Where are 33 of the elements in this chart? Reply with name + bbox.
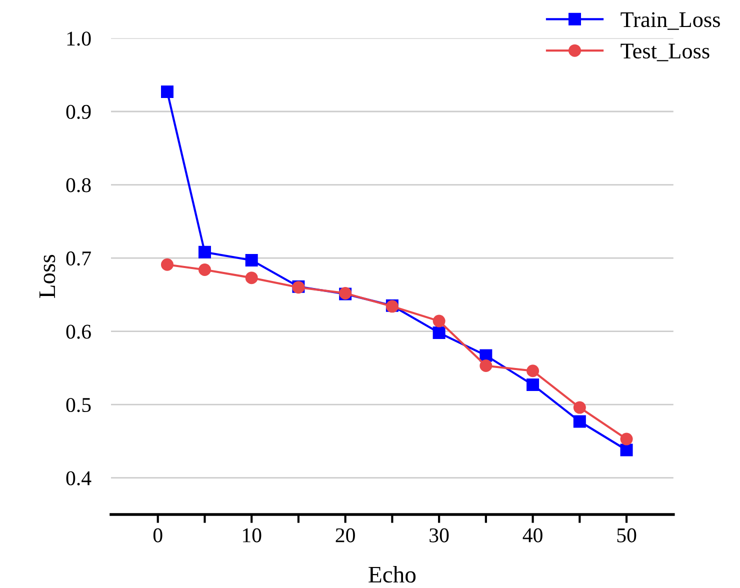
x-tick-label: 40 (522, 528, 542, 542)
point (573, 415, 586, 428)
x-tick-label: 50 (617, 528, 636, 542)
point (160, 258, 174, 271)
point (480, 349, 492, 362)
point (198, 264, 211, 276)
x-tick-label: 30 (430, 528, 449, 542)
point (480, 360, 492, 372)
legend-label: Train_Loss (620, 12, 720, 30)
point (432, 314, 446, 328)
y-tick-label: 0.6 (66, 324, 91, 339)
point (432, 326, 446, 340)
y-tick-label: 1.0 (67, 32, 91, 46)
point (160, 85, 174, 98)
x-axis-title: Echo (368, 566, 416, 583)
point (620, 444, 633, 456)
x-tick-label: 20 (336, 528, 355, 542)
y-tick-label: 0.8 (66, 178, 91, 192)
legend-label: Test_Loss (620, 44, 710, 62)
point (573, 401, 586, 414)
x-tick-label: 10 (243, 528, 262, 542)
y-tick-label: 0.5 (66, 398, 91, 412)
y-tick-label: 0.7 (66, 251, 91, 266)
y-tick-label: 0.4 (66, 471, 92, 486)
point (198, 246, 211, 258)
point (245, 272, 258, 284)
x-tick-label: 0 (153, 528, 162, 542)
point (526, 378, 540, 392)
point (526, 364, 540, 378)
point (245, 254, 258, 266)
y-tick-label: 0.9 (66, 104, 91, 120)
point (620, 432, 633, 446)
y-axis-title: Loss (39, 254, 56, 298)
